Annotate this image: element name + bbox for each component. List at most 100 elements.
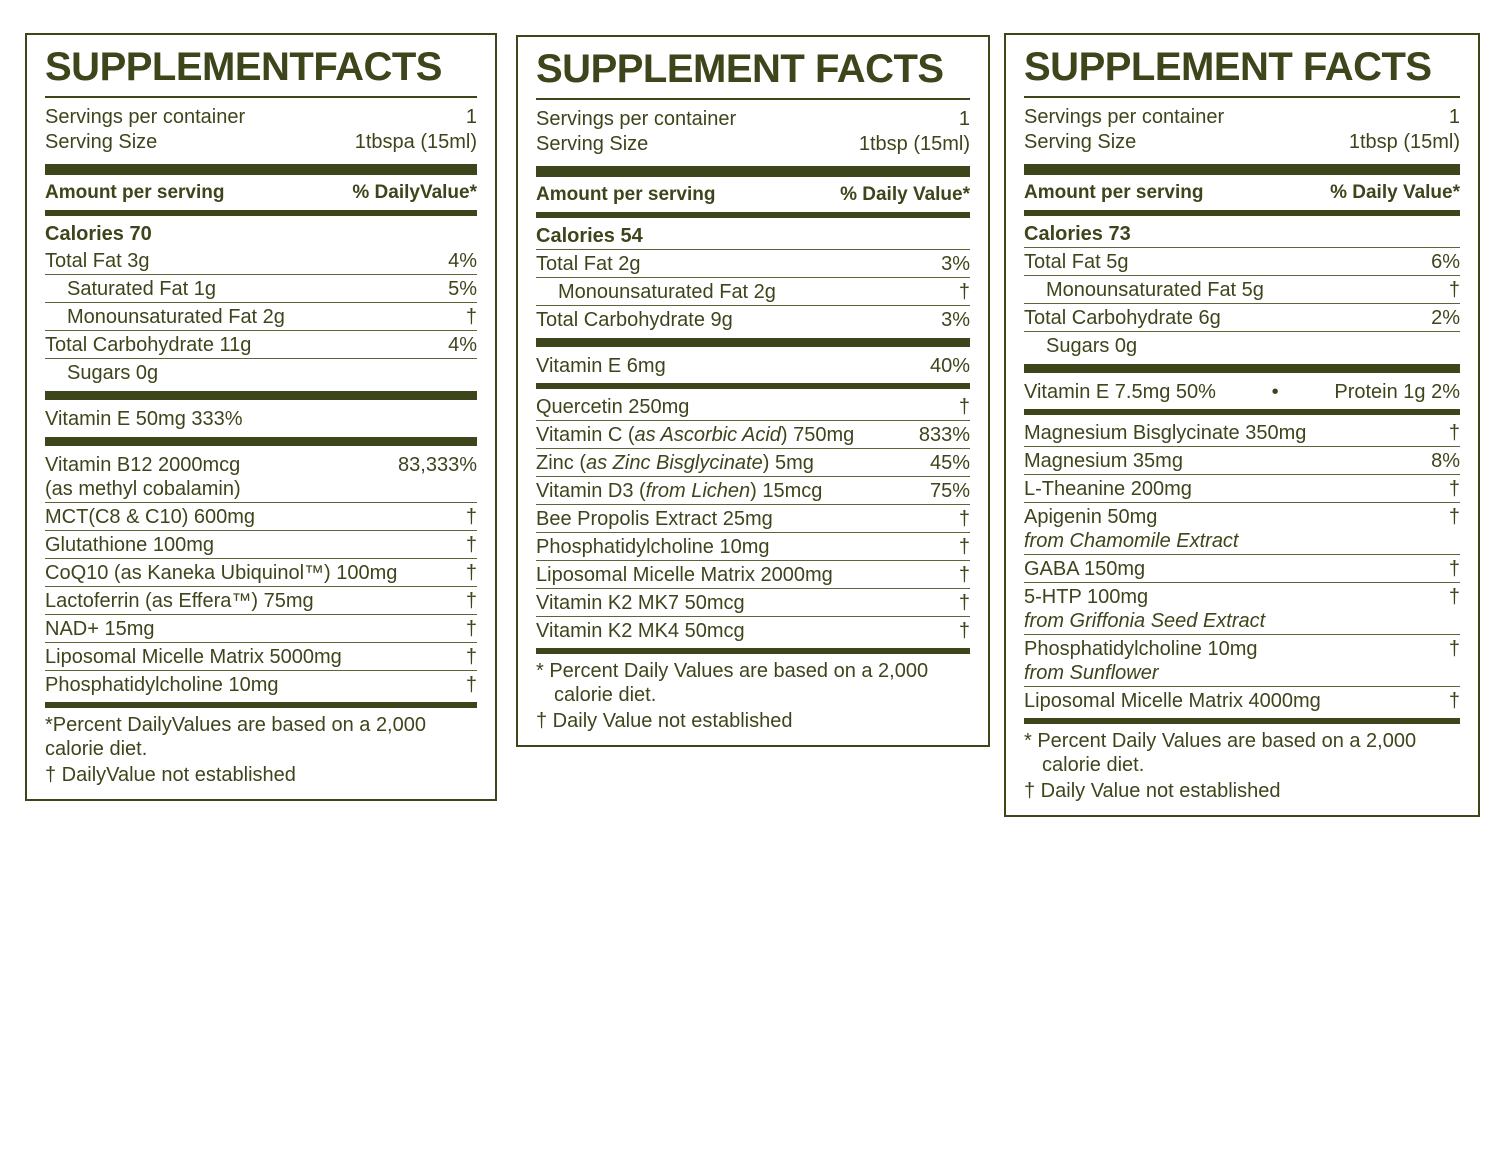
nutrient-name: Magnesium 35mg — [1024, 449, 1421, 473]
nutrient-row: Monounsaturated Fat 5g † — [1024, 276, 1460, 304]
nutrient-row: Lactoferrin (as Effera™) 75mg † — [45, 587, 477, 615]
nutrient-value: † — [465, 562, 477, 584]
nutrient-value: 45% — [929, 452, 970, 474]
text-segment: Zinc ( — [536, 452, 586, 474]
nutrient-name: Liposomal Micelle Matrix 2000mg — [536, 563, 949, 587]
nutrient-value: 3% — [941, 309, 970, 331]
nutrient-value: † — [1448, 422, 1460, 444]
nutrient-value: 2% — [1431, 307, 1460, 329]
nutrient-value: † — [465, 674, 477, 696]
nutrient-name: 5-HTP 100mg from Griffonia Seed Extract — [1024, 585, 1439, 633]
nutrient-value: † — [958, 508, 970, 530]
footnote: *Percent DailyValues are based on a 2,00… — [45, 714, 426, 760]
nutrient-name: Phosphatidylcholine 10mg — [45, 673, 456, 697]
nutrient-row: Zinc (as Zinc Bisglycinate) 5mg 45% — [536, 449, 970, 477]
nutrient-value: 83,333% — [398, 454, 477, 476]
title-rule — [45, 96, 477, 98]
nutrient-row: Monounsaturated Fat 2g † — [45, 303, 477, 331]
nutrient-value: † — [958, 536, 970, 558]
nutrient-value: † — [958, 396, 970, 418]
divider-bar — [1024, 409, 1460, 415]
nutrient-source-note: from Griffonia Seed Extract — [1024, 609, 1439, 633]
nutrient-rows: Calories 70 Total Fat 3g 4% Saturated Fat 1… — [45, 220, 477, 708]
divider-bar — [45, 437, 477, 446]
nutrient-name: Lactoferrin (as Effera™) 75mg — [45, 589, 456, 613]
nutrient-name: L-Theanine 200mg — [1024, 477, 1439, 501]
footnotes: * Percent Daily Values are based on a 2,… — [536, 659, 970, 733]
supplement-facts-panel-2: SUPPLEMENT FACTS Servings per container … — [516, 35, 990, 747]
amount-header-row: Amount per serving % Daily Value* — [1024, 179, 1460, 206]
text-segment: L-Theanine 200mg — [1024, 478, 1192, 500]
nutrient-name: Vitamin C (as Ascorbic Acid) 750mg — [536, 423, 909, 447]
nutrient-value: † — [1448, 558, 1460, 580]
serving-size-label: Serving Size — [1024, 131, 1137, 153]
nutrient-row: Liposomal Micelle Matrix 4000mg † — [1024, 687, 1460, 714]
divider-bar — [1024, 718, 1460, 724]
nutrient-value: † — [465, 590, 477, 612]
text-segment: from Griffonia Seed Extract — [1024, 610, 1266, 632]
nutrient-name: GABA 150mg — [1024, 557, 1439, 581]
nutrient-name: Phosphatidylcholine 10mg from Sunflower — [1024, 637, 1439, 685]
nutrient-row: Monounsaturated Fat 2g † — [536, 278, 970, 306]
panel-title: SUPPLEMENTFACTS — [45, 45, 442, 89]
footnote: † Daily Value not established — [536, 710, 793, 732]
panel-title: SUPPLEMENT FACTS — [536, 47, 944, 91]
text-segment: MCT(C8 & C10) 600mg — [45, 506, 256, 528]
text-segment: Liposomal Micelle Matrix 5000mg — [45, 646, 342, 668]
nutrient-name: Liposomal Micelle Matrix 5000mg — [45, 645, 456, 669]
nutrient-row: Calories 54 — [536, 222, 970, 250]
nutrient-row: Quercetin 250mg † — [536, 393, 970, 421]
text-segment: Sugars 0g — [1046, 335, 1138, 357]
nutrient-row: Vitamin B12 2000mcg (as methyl cobalamin)… — [45, 451, 477, 503]
nutrient-value: † — [465, 646, 477, 668]
nutrient-name: Total Carbohydrate 9g — [536, 308, 931, 332]
amount-per-serving-label: Amount per serving — [536, 184, 716, 205]
nutrient-name: CoQ10 (as Kaneka Ubiquinol™) 100mg — [45, 561, 456, 585]
nutrient-value: † — [1448, 690, 1460, 712]
nutrient-row: MCT(C8 & C10) 600mg † — [45, 503, 477, 531]
nutrient-name: Calories 73 — [1024, 222, 1450, 246]
nutrient-value: † — [465, 506, 477, 528]
divider-bar — [536, 648, 970, 654]
nutrient-row: Bee Propolis Extract 25mg † — [536, 505, 970, 533]
nutrient-name: Total Carbohydrate 11g — [45, 333, 438, 357]
nutrient-name: Vitamin D3 (from Lichen) 15mcg — [536, 479, 920, 503]
servings-label: Servings per container — [1024, 106, 1225, 128]
nutrient-value: † — [465, 618, 477, 640]
nutrient-row: Phosphatidylcholine 10mg from Sunflower † — [1024, 635, 1460, 687]
divider-bar — [45, 391, 477, 400]
text-segment: as Ascorbic Acid — [634, 424, 781, 446]
text-segment: Vitamin K2 MK4 50mcg — [536, 620, 745, 642]
text-segment: Monounsaturated Fat 5g — [1046, 279, 1264, 301]
combo-left: Vitamin E 7.5mg 50% — [1024, 381, 1216, 403]
footnote: * Percent Daily Values are based on a 2,… — [1024, 730, 1417, 776]
nutrient-row: Magnesium 35mg 8% — [1024, 447, 1460, 475]
text-segment: (as methyl cobalamin) — [45, 478, 241, 500]
servings-row: Servings per container 1 — [536, 107, 970, 132]
text-segment: Calories 73 — [1024, 223, 1131, 245]
nutrient-name: Vitamin E 6mg — [536, 354, 920, 378]
servings-label: Servings per container — [45, 106, 246, 128]
nutrient-name: NAD+ 15mg — [45, 617, 456, 641]
nutrient-value: † — [1448, 506, 1460, 528]
divider-bar — [536, 212, 970, 218]
nutrient-name: Phosphatidylcholine 10mg — [536, 535, 949, 559]
serving-size-value: 1tbsp (15ml) — [858, 133, 970, 155]
servings-label: Servings per container — [536, 108, 737, 130]
nutrient-row: 5-HTP 100mg from Griffonia Seed Extract † — [1024, 583, 1460, 635]
text-segment: Calories 70 — [45, 223, 152, 245]
nutrient-value: † — [1448, 279, 1460, 301]
nutrient-row: Saturated Fat 1g 5% — [45, 275, 477, 303]
footnote: † DailyValue not established — [45, 764, 296, 786]
text-segment: Liposomal Micelle Matrix 4000mg — [1024, 690, 1321, 712]
title-rule — [536, 98, 970, 100]
serving-size-value: 1tbspa (15ml) — [354, 131, 477, 153]
combo-right: Protein 1g 2% — [1334, 381, 1460, 403]
nutrient-row: CoQ10 (as Kaneka Ubiquinol™) 100mg † — [45, 559, 477, 587]
nutrient-value: † — [1448, 638, 1460, 660]
nutrient-row: Calories 70 — [45, 220, 477, 247]
nutrient-row: Vitamin D3 (from Lichen) 15mcg 75% — [536, 477, 970, 505]
text-segment: ) 750mg — [780, 424, 855, 446]
nutrient-value: 6% — [1431, 251, 1460, 273]
text-segment: Quercetin 250mg — [536, 396, 690, 418]
